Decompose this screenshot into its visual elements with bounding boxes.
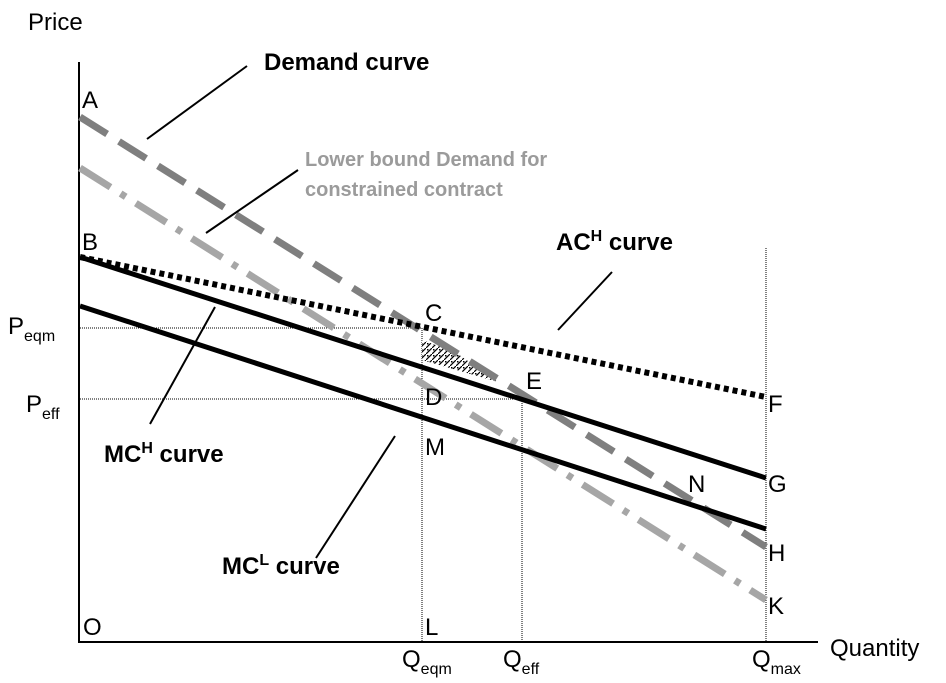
point-g-label: G — [768, 471, 787, 498]
mch-leader — [149, 306, 216, 425]
point-n-label: N — [688, 471, 705, 498]
origin-label: O — [83, 614, 102, 641]
y-axis-label: Price — [28, 9, 83, 36]
lower-bound-label-line1: Lower bound Demand for — [305, 149, 547, 171]
p-eqm-label: Peqm — [8, 313, 55, 345]
point-f-label: F — [768, 391, 783, 418]
demand-curve-line — [78, 114, 768, 550]
mcl-curve-line — [79, 303, 767, 532]
lower-bound-leader — [205, 169, 299, 234]
point-k-label: K — [768, 593, 784, 620]
point-a-label: A — [82, 87, 98, 114]
q-eqm-label: Qeqm — [402, 646, 452, 678]
point-d-label: D — [425, 384, 442, 411]
p-eff-label: Peff — [26, 391, 60, 423]
point-c-label: C — [425, 300, 442, 327]
q-eff-label: Qeff — [503, 646, 540, 678]
demand-leader — [146, 65, 248, 140]
mcl-curve-label: MCL curve — [222, 552, 340, 580]
point-m-label: M — [425, 434, 445, 461]
mch-curve-label: MCH curve — [104, 440, 224, 468]
demand-curve-label: Demand curve — [264, 49, 429, 76]
point-b-label: B — [82, 229, 98, 256]
lower-bound-label-line2: constrained contract — [305, 179, 503, 201]
mch-curve-line — [79, 254, 767, 481]
ach-curve-line — [79, 254, 767, 400]
hatched-area — [422, 340, 498, 382]
point-e-label: E — [526, 368, 542, 395]
mcl-leader — [315, 435, 396, 559]
q-max-label: Qmax — [752, 646, 801, 678]
ach-curve-label: ACH curve — [556, 228, 673, 256]
lower-bound-demand-line — [78, 165, 768, 603]
x-axis-label: Quantity — [830, 635, 919, 662]
point-h-label: H — [768, 540, 785, 567]
ach-leader — [557, 271, 613, 331]
point-l-label: L — [425, 614, 438, 641]
